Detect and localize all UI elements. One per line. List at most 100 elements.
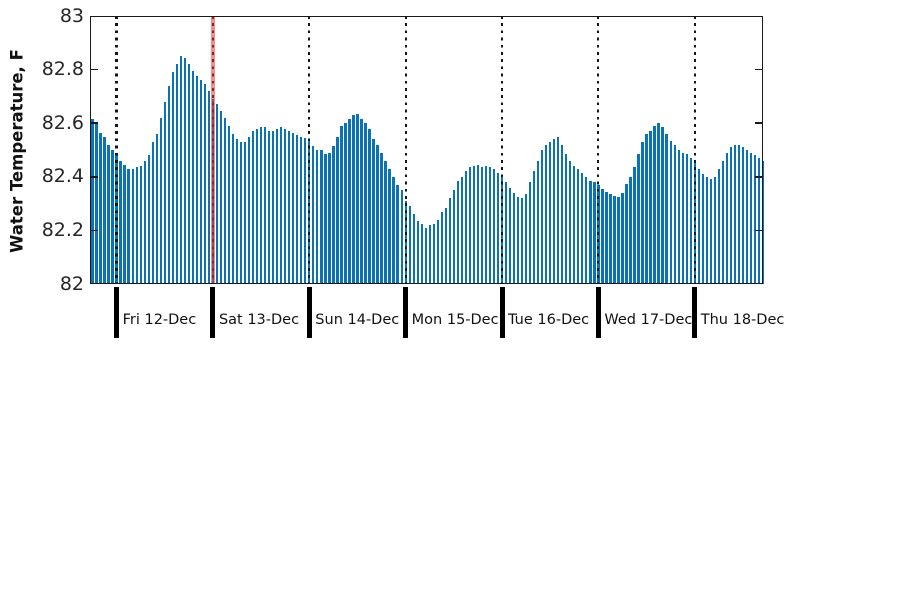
temperature-bar xyxy=(641,141,644,284)
temperature-bar xyxy=(388,168,391,284)
temperature-bar xyxy=(332,145,335,284)
temperature-bar xyxy=(384,160,387,284)
temperature-bar xyxy=(191,70,195,284)
temperature-bar xyxy=(312,145,315,284)
day-tick xyxy=(306,287,312,338)
day-label: Fri 12-Dec xyxy=(122,312,197,328)
temperature-bar xyxy=(745,150,749,284)
temperature-bar xyxy=(215,104,219,284)
temperature-bar xyxy=(589,180,592,284)
temperature-bar xyxy=(573,166,576,284)
temperature-bar xyxy=(761,160,765,284)
temperature-bar xyxy=(119,160,122,284)
temperature-bar xyxy=(601,188,604,284)
temperature-bar xyxy=(364,123,367,284)
temperature-bar xyxy=(99,132,102,284)
temperature-bar xyxy=(223,117,227,284)
temperature-bar xyxy=(400,190,403,284)
temperature-bar xyxy=(304,137,307,284)
temperature-bar xyxy=(103,136,106,284)
temperature-bar xyxy=(348,119,351,284)
temperature-bar xyxy=(709,179,712,284)
temperature-bar xyxy=(183,57,186,284)
y-tick-label: 82.6 xyxy=(41,111,84,134)
temperature-bar xyxy=(733,144,737,284)
temperature-bar xyxy=(537,160,540,284)
temperature-bar xyxy=(356,113,359,284)
temperature-bar xyxy=(167,85,170,284)
temperature-bar xyxy=(460,176,464,284)
day-label: Thu 18-Dec xyxy=(700,312,785,328)
temperature-bar xyxy=(621,192,624,284)
y-tick-mark xyxy=(90,122,98,125)
day-boundary-line xyxy=(404,16,407,284)
temperature-bar xyxy=(139,166,142,284)
temperature-bar xyxy=(352,115,355,284)
temperature-bar xyxy=(673,144,676,284)
temperature-bar xyxy=(372,139,375,284)
temperature-bar xyxy=(147,155,150,284)
temperature-bar xyxy=(436,219,439,284)
temperature-bar xyxy=(516,196,520,284)
temperature-bar xyxy=(328,152,331,284)
temperature-bar xyxy=(300,136,303,284)
temperature-bar xyxy=(541,150,544,284)
temperature-bar xyxy=(468,167,472,284)
temperature-bar xyxy=(284,128,287,284)
temperature-bar xyxy=(452,190,455,284)
y-tick-mark xyxy=(755,122,763,125)
y-tick-mark xyxy=(90,68,98,71)
temperature-bar xyxy=(376,144,379,284)
y-tick-mark xyxy=(755,175,763,178)
day-tick xyxy=(403,287,409,338)
temperature-bar xyxy=(456,180,459,284)
temperature-bar xyxy=(669,140,672,284)
temperature-bar xyxy=(143,160,146,284)
temperature-bar xyxy=(288,131,291,284)
temperature-bar xyxy=(416,221,419,284)
temperature-bar xyxy=(159,117,162,284)
temperature-bar xyxy=(171,72,174,284)
temperature-bar xyxy=(488,167,492,284)
temperature-bar xyxy=(549,141,552,284)
temperature-bar xyxy=(705,176,708,284)
temperature-bar xyxy=(396,184,399,284)
temperature-bar xyxy=(91,119,94,284)
temperature-bar xyxy=(392,176,395,284)
y-tick-mark xyxy=(755,68,763,71)
temperature-bar xyxy=(292,132,295,284)
day-boundary-line xyxy=(500,16,504,284)
temperature-bar xyxy=(336,136,339,284)
temperature-bar xyxy=(420,223,423,284)
temperature-bar xyxy=(637,154,640,284)
temperature-bar xyxy=(629,176,632,284)
day-tick xyxy=(692,287,698,338)
temperature-bar xyxy=(95,123,98,284)
day-boundary-line xyxy=(308,16,311,284)
temperature-bar xyxy=(340,125,343,284)
y-tick-label: 83 xyxy=(59,4,84,27)
temperature-bar xyxy=(127,168,130,284)
temperature-bar xyxy=(569,160,572,284)
temperature-bar xyxy=(533,171,536,284)
temperature-bar xyxy=(701,174,704,284)
temperature-bar xyxy=(508,187,512,284)
temperature-bar xyxy=(412,214,415,284)
temperature-bar xyxy=(368,128,371,284)
temperature-bar xyxy=(320,150,323,284)
temperature-bar xyxy=(107,144,110,284)
temperature-bar xyxy=(199,80,203,284)
temperature-bar xyxy=(593,182,596,284)
temperature-bar xyxy=(753,155,757,284)
temperature-bar xyxy=(424,227,427,284)
temperature-bar xyxy=(512,192,516,284)
temperature-bar xyxy=(135,167,138,284)
day-boundary-line xyxy=(597,16,600,284)
temperature-bar xyxy=(677,150,680,284)
temperature-bar xyxy=(476,164,480,284)
temperature-bar xyxy=(613,195,616,284)
day-tick xyxy=(595,287,601,338)
temperature-bar xyxy=(480,167,484,284)
temperature-bar xyxy=(504,182,508,284)
red-marker-line xyxy=(211,16,215,284)
